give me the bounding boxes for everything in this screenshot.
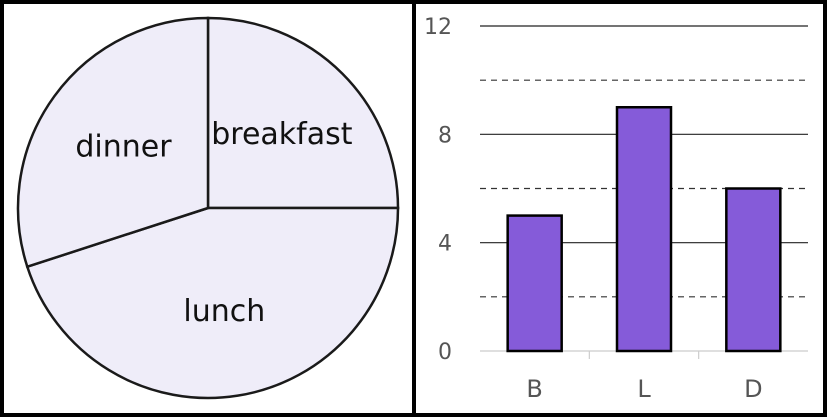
- x-category-label: B: [526, 375, 542, 403]
- pie-slice-lunch: [25, 206, 400, 400]
- y-tick-label: 4: [438, 232, 452, 257]
- pie-slice-breakfast: [206, 16, 400, 210]
- x-category-label: L: [637, 375, 651, 403]
- bar-D: [725, 187, 782, 353]
- pie-label-lunch: lunch: [183, 294, 265, 329]
- bar-B: [506, 214, 563, 353]
- bar-chart: 0 4 8 12 B L D: [424, 15, 808, 403]
- pie-chart: breakfast lunch dinner: [16, 16, 400, 400]
- y-tick-label: 8: [438, 123, 452, 148]
- bar-L: [615, 106, 673, 353]
- y-tick-label: 12: [424, 15, 452, 40]
- x-category-label: D: [744, 375, 762, 403]
- pie-label-dinner: dinner: [75, 130, 172, 165]
- pie-label-breakfast: breakfast: [211, 117, 353, 152]
- y-tick-label: 0: [438, 340, 452, 365]
- pie-slice-dinner: [16, 16, 210, 269]
